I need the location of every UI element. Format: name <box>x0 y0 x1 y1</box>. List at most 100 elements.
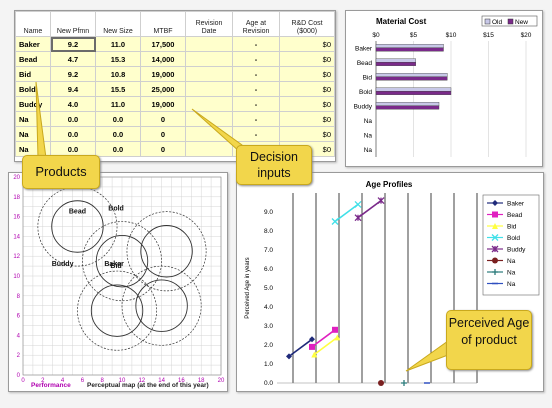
map-x-tick: 0 <box>21 378 25 384</box>
age-y-tick: 1.0 <box>264 361 273 368</box>
cost-bar-old <box>375 73 448 77</box>
cost-bar-old <box>375 44 444 48</box>
age-marker <box>492 223 498 229</box>
revision-date-cell <box>185 111 233 127</box>
mtbf-input[interactable]: 19,000 <box>140 96 186 112</box>
age-marker <box>354 214 362 222</box>
cost-category-label: Bead <box>357 60 373 67</box>
new-size-input[interactable]: 11.0 <box>95 36 141 52</box>
material-cost-panel: Material Cost Old New $0 $5 $10 $15 $20 Baker… <box>345 10 543 167</box>
decision-table-panel: Name New Pfmn New Size MTBF Revision Dat… <box>14 10 336 162</box>
age-y-tick: 7.0 <box>264 247 273 254</box>
row-name: Na <box>15 111 51 127</box>
header-revision-date: Revision Date <box>185 11 233 37</box>
table-body: Baker 9.2 11.0 17,500- $0 Bead 4.7 15.3 14,000- $… <box>15 36 335 157</box>
age-chart-title: Age Profiles <box>366 180 413 189</box>
perceptual-map-panel: 0 0 2 2 4 4 6 6 8 8 10 10 12 12 14 14 16 16 18 18 20 20 Bead B… <box>8 172 228 392</box>
segment-circle <box>126 211 207 292</box>
cost-bar-new <box>375 105 440 110</box>
mtbf-input[interactable]: 19,000 <box>140 66 186 82</box>
new-size-input[interactable]: 0.0 <box>95 141 141 157</box>
new-size-input[interactable]: 11.0 <box>95 96 141 112</box>
age-marker <box>378 380 384 386</box>
age-y-tick: 3.0 <box>264 323 273 330</box>
map-y-tick: 20 <box>13 175 20 181</box>
header-mtbf: MTBF <box>140 11 186 37</box>
table-row: Bead 4.7 15.3 14,000 - $0 <box>15 51 335 67</box>
new-size-input[interactable]: 15.3 <box>95 51 141 67</box>
row-name: Baker <box>15 36 51 52</box>
map-y-tick: 4 <box>17 333 21 339</box>
segment-circle <box>51 200 104 253</box>
new-pfmn-input[interactable]: 9.2 <box>50 66 96 82</box>
age-series-line <box>357 199 382 219</box>
segment-circle <box>135 279 188 332</box>
mtbf-input[interactable]: 0 <box>140 141 186 157</box>
rd-cost-cell: $0 <box>279 36 335 52</box>
map-x-tick: 16 <box>178 378 185 384</box>
cost-category-label: Bold <box>359 89 372 96</box>
new-pfmn-input[interactable]: 0.0 <box>50 111 96 127</box>
new-size-input[interactable]: 0.0 <box>95 111 141 127</box>
row-name: Buddy <box>15 96 51 112</box>
new-pfmn-input[interactable]: 0.0 <box>50 141 96 157</box>
revision-date-cell <box>185 81 233 97</box>
age-y-tick: 4.0 <box>264 304 273 311</box>
age-legend-label: Na <box>507 281 516 288</box>
mtbf-input[interactable]: 0 <box>140 111 186 127</box>
age-series-line <box>313 336 338 356</box>
age-legend-label: Bead <box>507 212 523 219</box>
product-map-label: Baker <box>104 261 124 268</box>
age-profiles-chart: Age Profiles Perceived Age in years 0.0 1… <box>245 180 540 387</box>
age-marker <box>309 343 315 350</box>
new-pfmn-input[interactable]: 9.4 <box>50 81 96 97</box>
age-series-line <box>288 338 313 358</box>
decision-callout: Decision inputs <box>236 145 312 185</box>
cost-x-tick: $20 <box>521 32 532 39</box>
rd-cost-cell: $0 <box>279 66 335 82</box>
perceptual-map: 00 2 2 4 4 6 6 8 8 10 10 12 12 14 14 16 16 18 18 20 20 Bead B… <box>13 175 225 389</box>
rd-cost-cell: $0 <box>279 51 335 67</box>
mtbf-input[interactable]: 25,000 <box>140 81 186 97</box>
legend-old-label: Old <box>492 19 503 26</box>
age-marker <box>332 326 338 333</box>
age-legend-label: Na <box>507 270 516 277</box>
age-legend-label: Bid <box>507 224 517 231</box>
age-marker <box>491 245 499 253</box>
age-marker <box>309 336 315 343</box>
new-pfmn-input[interactable]: 0.0 <box>50 126 96 142</box>
new-size-input[interactable]: 10.8 <box>95 66 141 82</box>
segment-circle <box>140 225 193 278</box>
map-footer: Perceptual map (at the end of this year) <box>87 382 209 389</box>
age-marker <box>401 380 407 386</box>
age-at-revision-cell: - <box>232 111 280 127</box>
map-y-tick: 12 <box>13 254 20 260</box>
material-cost-legend: Old New <box>481 15 538 27</box>
segment-circle <box>121 265 202 346</box>
cost-bar-new <box>375 47 444 52</box>
new-pfmn-input[interactable]: 9.2 <box>50 36 96 52</box>
table-header-row: Name New Pfmn New Size MTBF Revision Dat… <box>15 11 335 37</box>
new-pfmn-input[interactable]: 4.7 <box>50 51 96 67</box>
mtbf-input[interactable]: 17,500 <box>140 36 186 52</box>
cost-category-label: Baker <box>355 45 373 52</box>
new-size-input[interactable]: 0.0 <box>95 126 141 142</box>
age-at-revision-cell: - <box>232 51 280 67</box>
product-map-label: Buddy <box>52 261 74 268</box>
age-y-tick: 9.0 <box>264 209 273 216</box>
new-size-input[interactable]: 15.5 <box>95 81 141 97</box>
map-x-tick: 8 <box>101 378 105 384</box>
map-y-tick: 6 <box>17 314 21 320</box>
table-row: Buddy 4.0 11.0 19,000- $0 <box>15 96 335 112</box>
map-y-tick: 2 <box>17 353 21 359</box>
cost-category-label: Bid <box>363 74 373 81</box>
map-x-tick: 12 <box>138 378 145 384</box>
revision-date-cell <box>185 36 233 52</box>
cost-bar-old <box>375 58 416 63</box>
mtbf-input[interactable]: 14,000 <box>140 51 186 67</box>
header-name: Name <box>15 11 51 37</box>
age-legend-box <box>482 194 540 296</box>
products-callout-text: Products <box>35 164 87 179</box>
mtbf-input[interactable]: 0 <box>140 126 186 142</box>
